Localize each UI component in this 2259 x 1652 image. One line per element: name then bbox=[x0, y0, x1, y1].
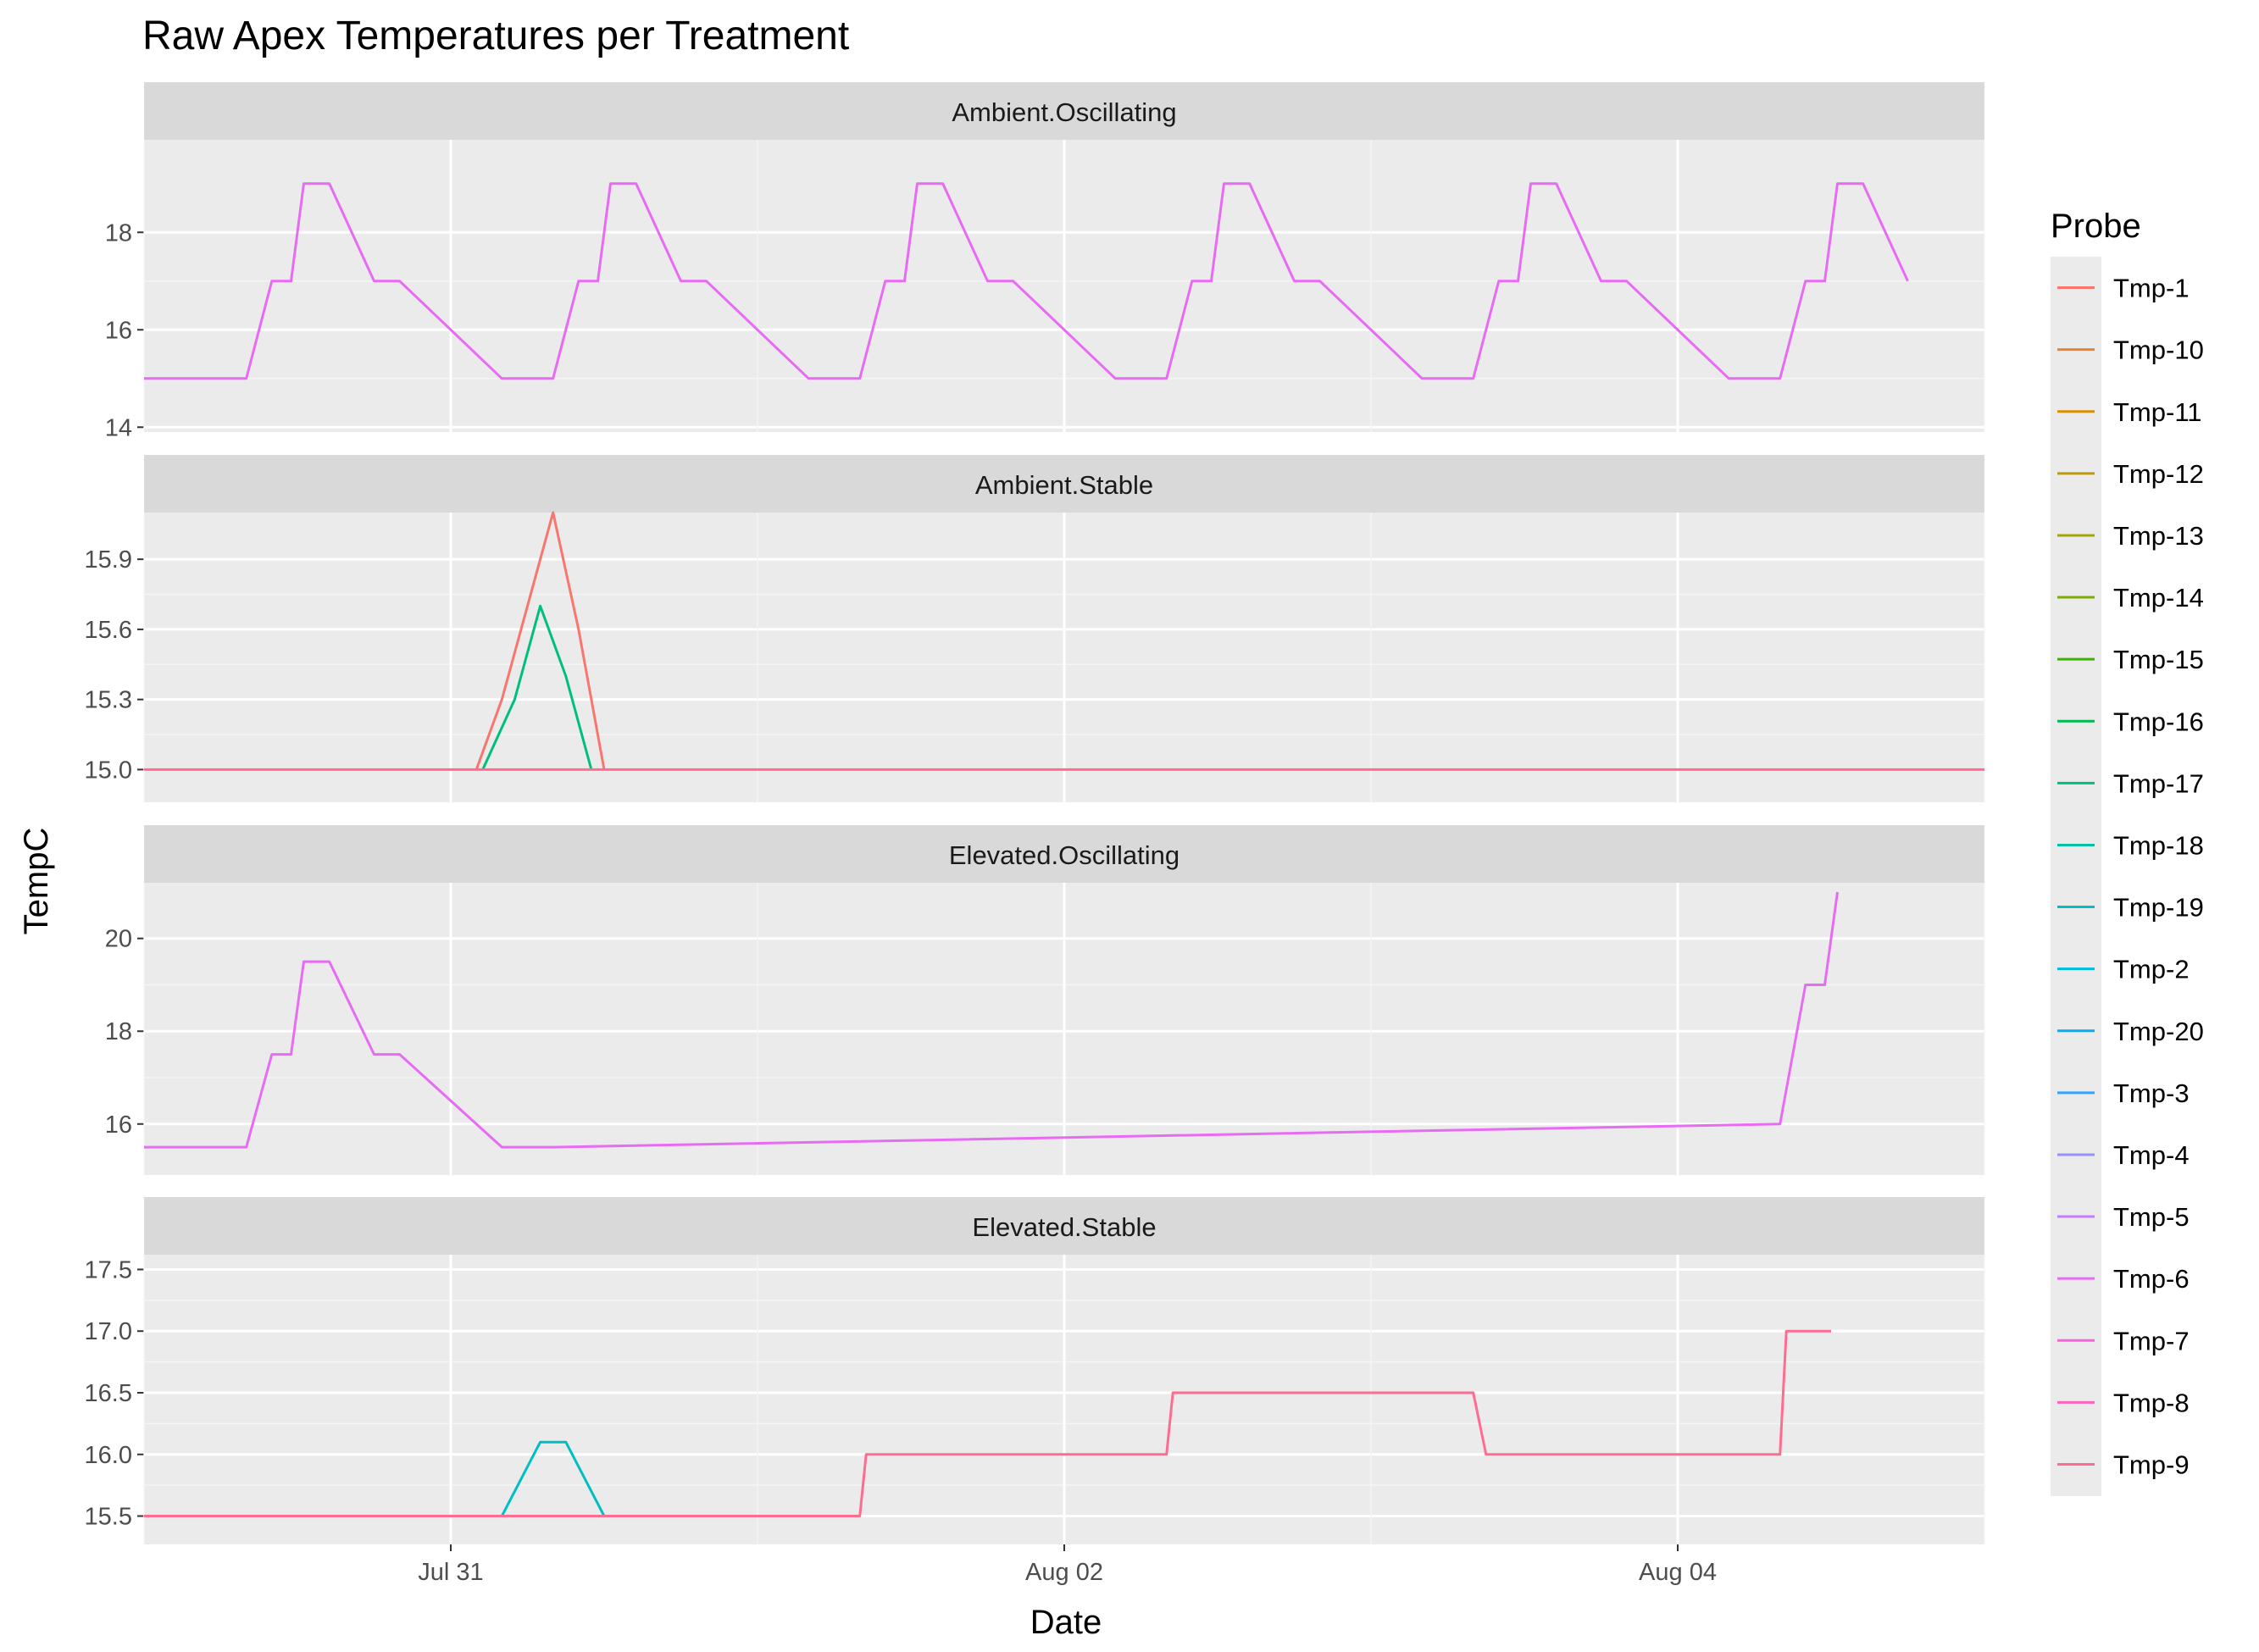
legend-entry-tmp-9: Tmp-9 bbox=[2057, 1450, 2190, 1479]
legend-label: Tmp-7 bbox=[2113, 1326, 2190, 1355]
facet-strip bbox=[144, 1197, 1984, 1255]
y-tick-label: 14 bbox=[105, 414, 132, 441]
y-tick-label: 15.3 bbox=[85, 687, 132, 714]
y-tick-label: 17.5 bbox=[85, 1256, 132, 1283]
legend-label: Tmp-19 bbox=[2113, 893, 2204, 923]
y-tick-label: 18 bbox=[105, 219, 132, 247]
legend-entry-tmp-10: Tmp-10 bbox=[2057, 335, 2204, 365]
y-tick-label: 16.0 bbox=[85, 1442, 132, 1469]
legend-label: Tmp-10 bbox=[2113, 335, 2204, 365]
y-tick-label: 16 bbox=[105, 317, 132, 344]
series-line-tmp-1 bbox=[475, 511, 606, 770]
y-tick-label: 15.6 bbox=[85, 617, 132, 644]
x-axis: Jul 31 Aug 02 Aug 04 bbox=[418, 1544, 1717, 1586]
legend-entry-tmp-4: Tmp-4 bbox=[2057, 1140, 2190, 1170]
legend-entry-tmp-13: Tmp-13 bbox=[2057, 521, 2204, 551]
panel-ambient-stable: Ambient.Stable 15.0 15.3 15.6 15.9 bbox=[85, 455, 1985, 802]
panel-ambient-oscillating: Ambient.Oscillating 14 16 18 bbox=[105, 82, 1985, 441]
legend-entry-tmp-19: Tmp-19 bbox=[2057, 893, 2204, 923]
series-line-tmp-6 bbox=[144, 891, 1839, 1149]
legend-label: Tmp-1 bbox=[2113, 274, 2190, 303]
x-axis-label: Date bbox=[1030, 1604, 1102, 1641]
chart-title: Raw Apex Temperatures per Treatment bbox=[142, 14, 849, 58]
x-tick-label: Aug 04 bbox=[1639, 1559, 1717, 1586]
facet-strip bbox=[144, 825, 1984, 883]
legend-label: Tmp-17 bbox=[2113, 768, 2204, 798]
y-tick-label: 15.5 bbox=[85, 1504, 132, 1531]
legend: Probe Tmp-1Tmp-10Tmp-11Tmp-12Tmp-13Tmp-1… bbox=[2051, 208, 2204, 1496]
legend-label: Tmp-5 bbox=[2113, 1202, 2190, 1232]
facet-strip-label: Ambient.Stable bbox=[975, 470, 1153, 500]
legend-entry-tmp-7: Tmp-7 bbox=[2057, 1326, 2190, 1355]
legend-entry-tmp-14: Tmp-14 bbox=[2057, 583, 2204, 613]
legend-label: Tmp-6 bbox=[2113, 1264, 2190, 1294]
legend-entry-tmp-6: Tmp-6 bbox=[2057, 1264, 2190, 1294]
legend-entry-tmp-16: Tmp-16 bbox=[2057, 707, 2204, 736]
legend-label: Tmp-20 bbox=[2113, 1017, 2204, 1046]
panels-group: Ambient.Oscillating 14 16 18 Ambient.Stable 1… bbox=[85, 82, 1985, 1544]
y-tick-label: 15.9 bbox=[85, 546, 132, 574]
legend-entries: Tmp-1 Tmp-10 Tmp-11 Tmp-12 Tmp-13 Tmp-14 Tmp-1… bbox=[2057, 274, 2204, 1479]
legend-label: Tmp-16 bbox=[2113, 707, 2204, 736]
facet-strip-label: Elevated.Stable bbox=[972, 1212, 1156, 1242]
legend-label: Tmp-11 bbox=[2113, 397, 2202, 427]
legend-entry-tmp-17: Tmp-17 bbox=[2057, 768, 2204, 798]
legend-label: Tmp-2 bbox=[2113, 955, 2190, 984]
legend-entry-tmp-20: Tmp-20 bbox=[2057, 1017, 2204, 1046]
legend-label: Tmp-3 bbox=[2113, 1078, 2190, 1108]
legend-entry-tmp-5: Tmp-5 bbox=[2057, 1202, 2190, 1232]
y-tick-label: 16 bbox=[105, 1111, 132, 1139]
y-tick-label: 16.5 bbox=[85, 1380, 132, 1407]
facet-strip bbox=[144, 82, 1984, 140]
panel-elevated-oscillating: Elevated.Oscillating 16 18 20 bbox=[105, 825, 1985, 1175]
series-line-tmp-6 bbox=[144, 182, 1909, 380]
legend-entry-tmp-15: Tmp-15 bbox=[2057, 645, 2204, 674]
legend-label: Tmp-14 bbox=[2113, 583, 2204, 613]
series-line-tmp-9 bbox=[144, 1329, 1831, 1517]
legend-key-background bbox=[2051, 257, 2101, 1496]
legend-label: Tmp-18 bbox=[2113, 830, 2204, 860]
legend-entry-tmp-8: Tmp-8 bbox=[2057, 1388, 2190, 1417]
x-tick-label: Jul 31 bbox=[418, 1559, 483, 1586]
panel-elevated-stable: Elevated.Stable 15.5 16.0 16.5 17.0 17.5 bbox=[85, 1197, 1985, 1544]
legend-entry-tmp-1: Tmp-1 bbox=[2057, 274, 2190, 303]
legend-label: Tmp-4 bbox=[2113, 1140, 2190, 1170]
y-tick-label: 17.0 bbox=[85, 1318, 132, 1345]
facet-strip-label: Elevated.Oscillating bbox=[949, 840, 1179, 870]
legend-entry-tmp-18: Tmp-18 bbox=[2057, 830, 2204, 860]
series-line-tmp-19 bbox=[500, 1440, 606, 1517]
legend-label: Tmp-8 bbox=[2113, 1388, 2190, 1417]
legend-label: Tmp-13 bbox=[2113, 521, 2204, 551]
facet-strip-label: Ambient.Oscillating bbox=[952, 97, 1176, 127]
legend-entry-tmp-3: Tmp-3 bbox=[2057, 1078, 2190, 1108]
y-tick-label: 18 bbox=[105, 1018, 132, 1045]
y-axis-label: TempC bbox=[18, 828, 55, 935]
x-tick-label: Aug 02 bbox=[1025, 1559, 1103, 1586]
legend-label: Tmp-12 bbox=[2113, 459, 2204, 489]
series-line-tmp-17 bbox=[481, 604, 593, 771]
facet-strip bbox=[144, 455, 1984, 513]
legend-label: Tmp-9 bbox=[2113, 1450, 2190, 1479]
legend-label: Tmp-15 bbox=[2113, 645, 2204, 674]
y-tick-label: 20 bbox=[105, 926, 132, 953]
legend-title: Probe bbox=[2051, 208, 2141, 245]
legend-entry-tmp-12: Tmp-12 bbox=[2057, 459, 2204, 489]
legend-entry-tmp-2: Tmp-2 bbox=[2057, 955, 2190, 984]
legend-entry-tmp-11: Tmp-11 bbox=[2057, 397, 2202, 427]
y-tick-label: 15.0 bbox=[85, 757, 132, 784]
